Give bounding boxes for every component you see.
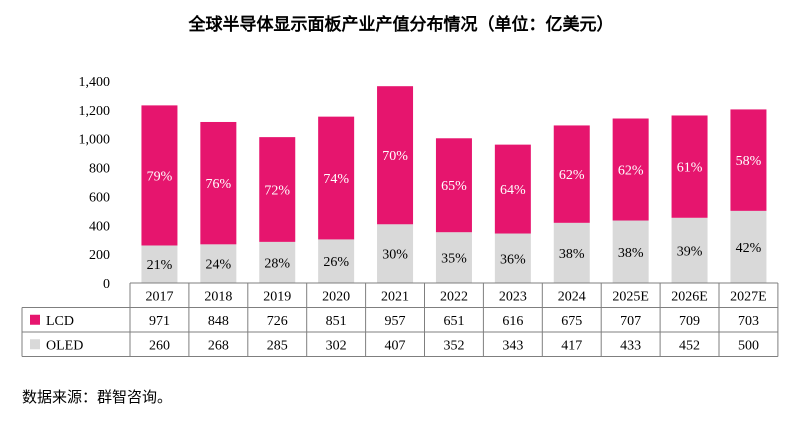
y-tick-label: 0 [103,277,110,292]
oled-share-label: 38% [618,246,644,261]
bar-oled-2024 [553,222,590,283]
oled-value: 500 [738,338,759,353]
oled-value: 352 [443,338,464,353]
oled-value: 417 [561,338,582,353]
oled-share-label: 38% [559,247,585,262]
oled-share-label: 42% [736,241,762,256]
bar-oled-2027E [730,210,767,283]
y-tick-label: 1,200 [79,104,111,119]
bar-lcd-2023 [494,144,531,234]
x-tick-label: 2022 [440,289,468,304]
x-tick-label: 2018 [204,289,232,304]
lcd-share-label: 61% [677,161,703,176]
y-tick-label: 1,400 [79,75,111,90]
legend-label-oled: OLED [46,338,83,353]
lcd-share-label: 76% [206,177,232,192]
bar-lcd-2026E [671,115,708,218]
bar-lcd-2021 [377,86,414,225]
bar-oled-2019 [259,241,296,283]
oled-value: 302 [326,338,347,353]
lcd-value: 675 [561,314,582,329]
lcd-value: 651 [443,314,464,329]
y-tick-label: 600 [89,190,110,205]
lcd-share-label: 79% [147,169,173,184]
bar-lcd-2024 [553,125,590,223]
lcd-share-label: 65% [441,179,467,194]
bar-oled-2017 [141,245,178,283]
bar-oled-2020 [318,239,355,283]
x-tick-label: 2017 [145,289,173,304]
lcd-value: 957 [385,314,406,329]
lcd-value: 971 [149,314,170,329]
oled-value: 433 [620,338,641,353]
x-tick-label: 2023 [499,289,527,304]
bar-lcd-2025E [612,118,649,221]
oled-share-label: 24% [206,258,232,273]
lcd-value: 726 [267,314,288,329]
oled-share-label: 39% [677,244,703,259]
oled-share-label: 36% [500,252,526,267]
x-tick-label: 2020 [322,289,350,304]
bar-oled-2021 [377,224,414,283]
lcd-share-label: 70% [382,149,408,164]
lcd-share-label: 74% [323,172,349,187]
bar-oled-2022 [435,232,472,283]
oled-value: 268 [208,338,229,353]
bar-oled-2018 [200,244,237,283]
oled-share-label: 30% [382,248,408,263]
oled-value: 407 [385,338,406,353]
bar-lcd-2020 [318,116,355,240]
legend-label-lcd: LCD [46,314,74,329]
bar-lcd-2019 [259,137,296,242]
x-tick-label: 2027E [730,289,767,304]
source-note: 数据来源：群智咨询。 [22,388,173,406]
oled-value: 260 [149,338,170,353]
lcd-value: 848 [208,314,229,329]
y-tick-label: 200 [89,248,110,263]
bar-lcd-2018 [200,121,237,245]
bar-oled-2023 [494,233,531,283]
y-tick-label: 400 [89,219,110,234]
bar-lcd-2017 [141,105,178,246]
x-tick-label: 2021 [381,289,409,304]
lcd-value: 703 [738,314,759,329]
oled-share-label: 35% [441,252,467,267]
lcd-value: 616 [502,314,523,329]
oled-share-label: 21% [147,258,173,273]
legend-swatch-lcd [30,314,40,325]
oled-value: 343 [502,338,523,353]
lcd-share-label: 72% [264,184,290,199]
lcd-share-label: 64% [500,183,526,198]
y-tick-label: 800 [89,162,110,177]
oled-share-label: 28% [264,256,290,271]
chart-title: 全球半导体显示面板产业产值分布情况（单位：亿美元） [188,15,614,35]
bar-oled-2026E [671,217,708,283]
oled-share-label: 26% [323,255,349,270]
oled-value: 452 [679,338,700,353]
x-tick-label: 2024 [558,289,586,304]
x-tick-label: 2026E [671,289,708,304]
oled-value: 285 [267,338,288,353]
bar-oled-2025E [612,220,649,283]
lcd-share-label: 62% [618,164,644,179]
lcd-value: 709 [679,314,700,329]
lcd-value: 707 [620,314,641,329]
lcd-value: 851 [326,314,347,329]
x-tick-label: 2025E [612,289,649,304]
bar-lcd-2027E [730,109,767,211]
x-tick-label: 2019 [263,289,291,304]
bar-lcd-2022 [435,138,472,233]
lcd-share-label: 62% [559,168,585,183]
lcd-share-label: 58% [736,154,762,169]
legend-swatch-oled [30,339,40,350]
y-tick-label: 1,000 [79,133,111,148]
